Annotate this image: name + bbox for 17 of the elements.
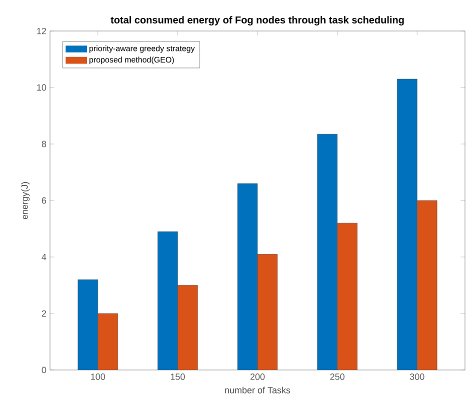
y-tick-label: 4	[42, 254, 46, 260]
y-tick-label: 2	[42, 310, 46, 317]
x-tick-label: 300	[410, 374, 424, 380]
y-axis-title: energy(J)	[21, 182, 30, 220]
legend-label: proposed method(GEO)	[90, 56, 174, 64]
y-tick-label: 0	[42, 366, 46, 374]
y-tick-label: 6	[42, 197, 46, 204]
x-tick-label: 100	[91, 374, 106, 380]
legend-label: priority-aware greedy strategy	[90, 45, 195, 53]
x-axis-title: number of Tasks	[225, 386, 290, 394]
x-tick-label: 200	[250, 374, 265, 380]
x-tick-label: 150	[170, 374, 185, 380]
y-tick-label: 12	[37, 28, 46, 34]
x-tick-label: 250	[330, 374, 344, 380]
y-tick-label: 8	[42, 140, 46, 148]
chart-title: total consumed energy of Fog nodes through task scheduling	[110, 16, 404, 26]
y-tick-label: 10	[37, 84, 46, 91]
